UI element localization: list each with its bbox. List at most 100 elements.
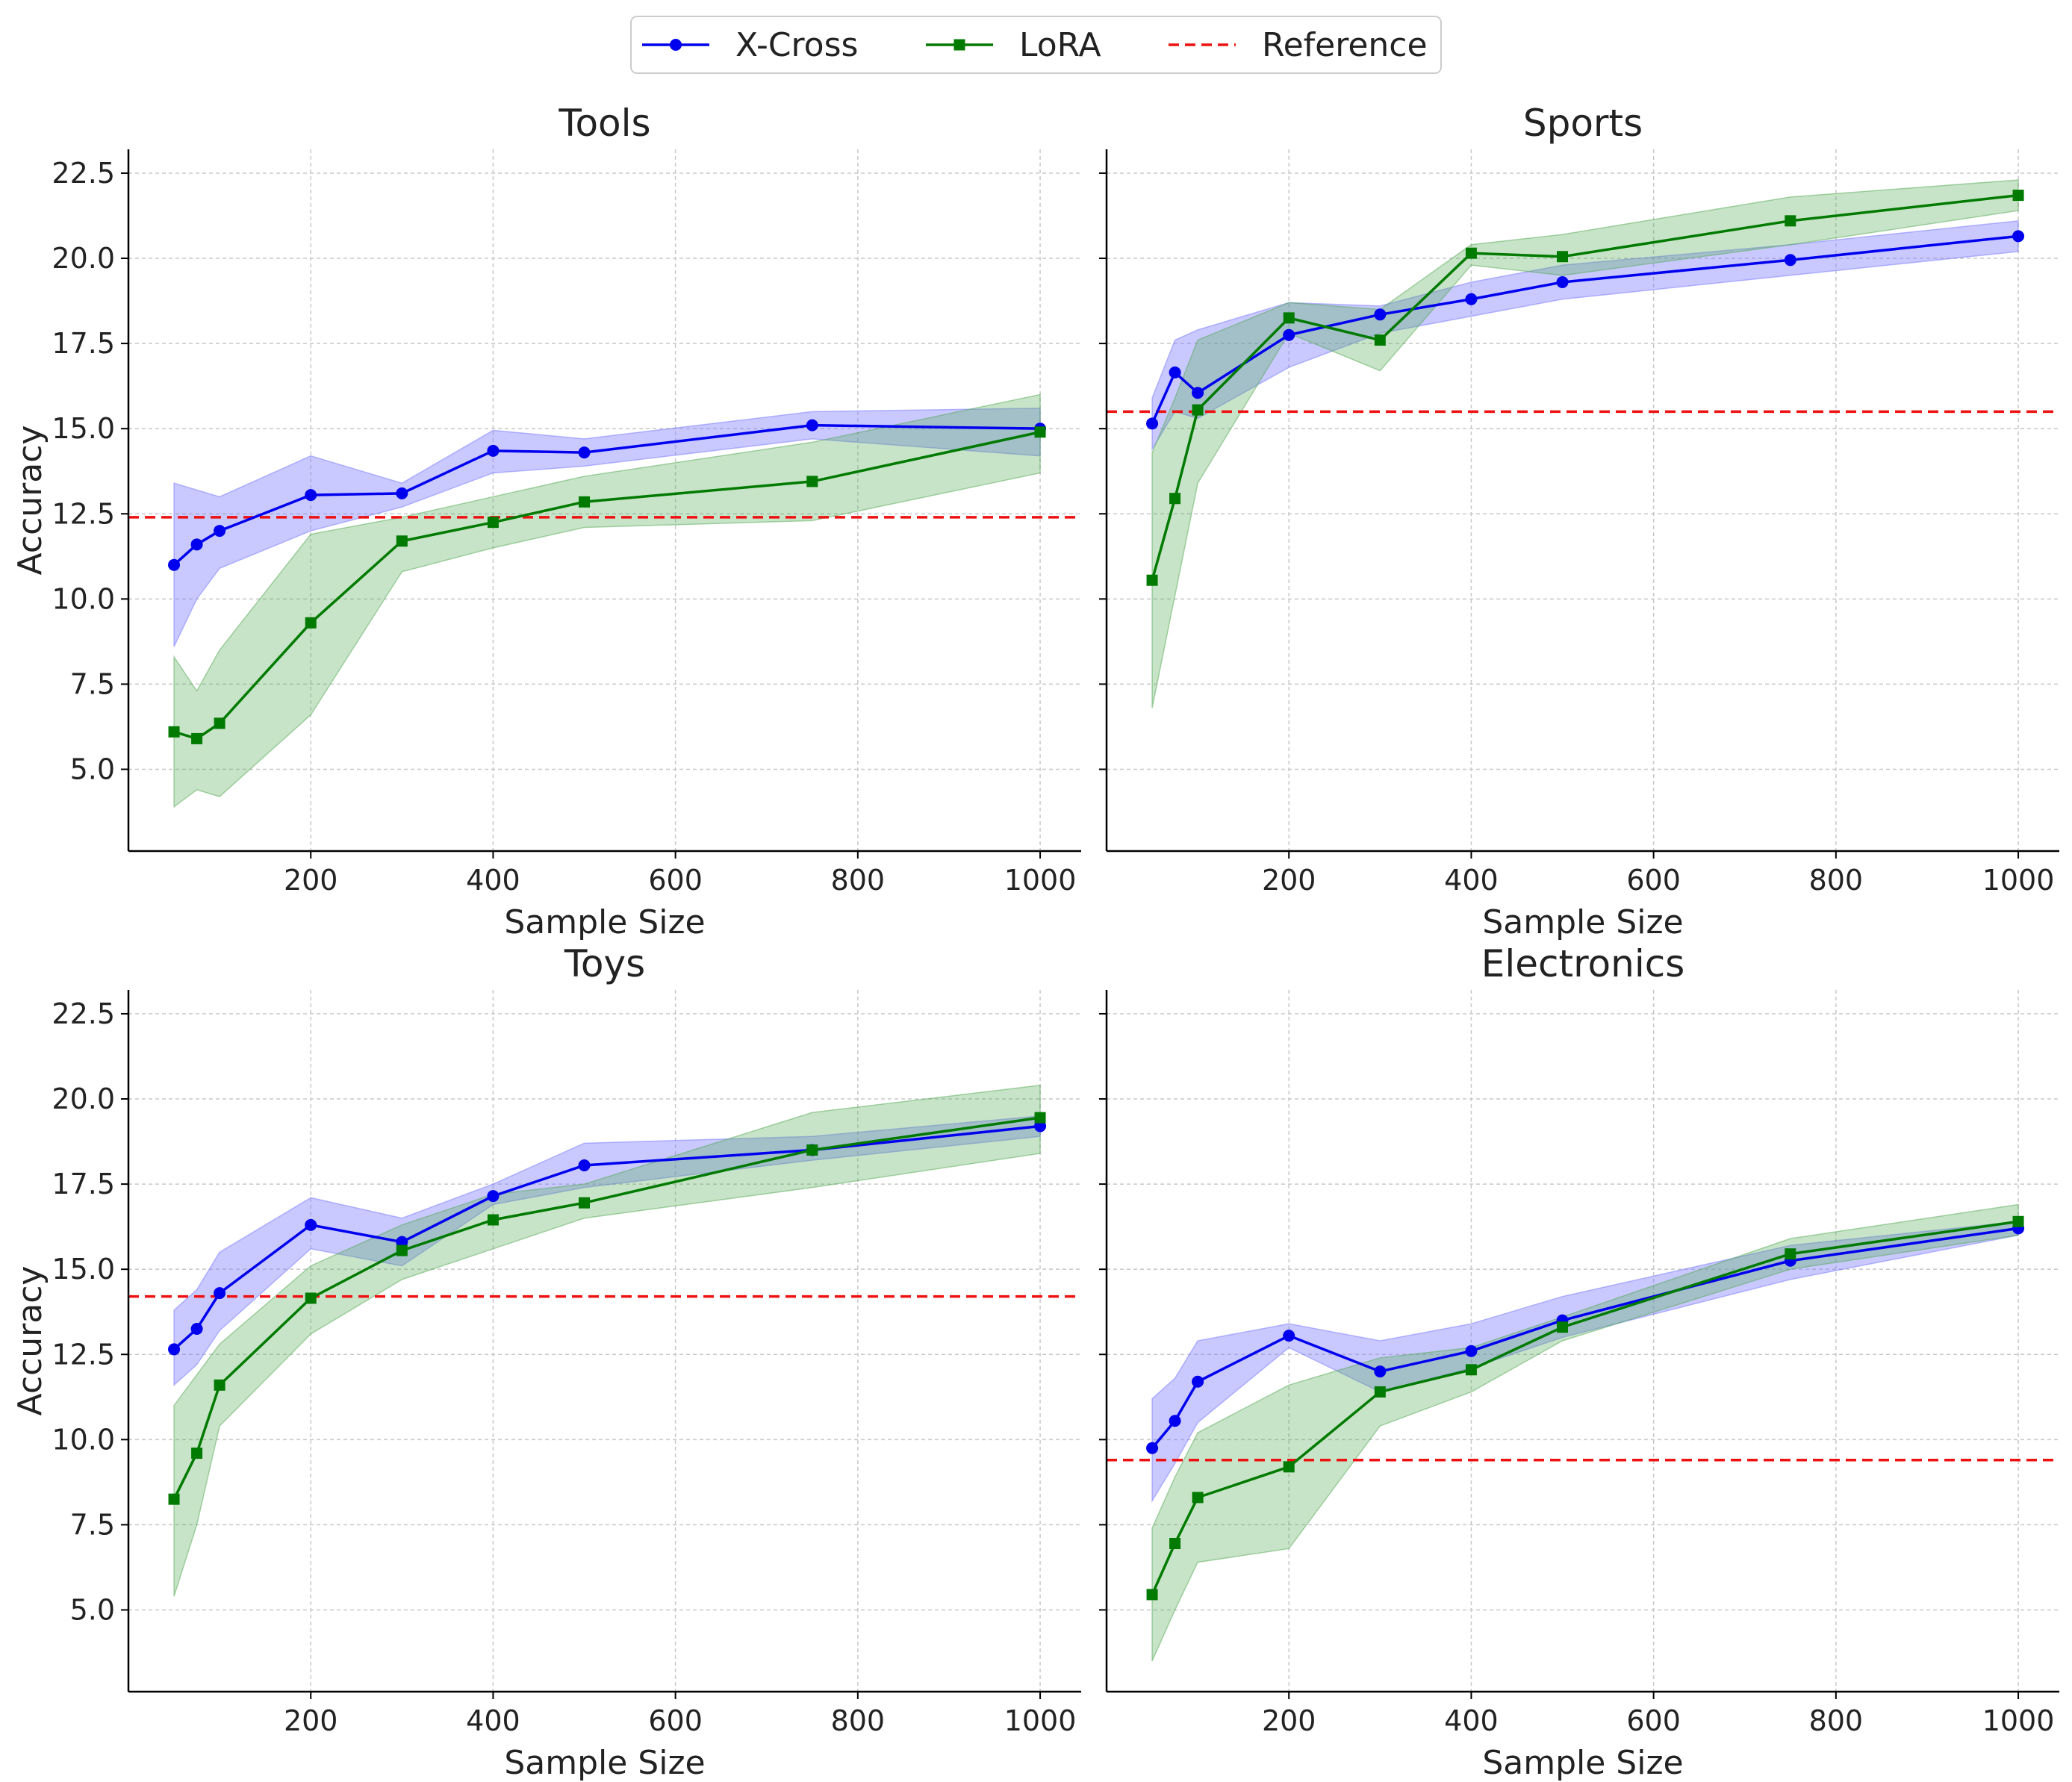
point-xcross (1169, 1415, 1181, 1427)
panel-title: Toys (564, 942, 645, 985)
point-lora (806, 1144, 818, 1156)
point-lora (2012, 1215, 2024, 1227)
point-lora (214, 717, 225, 729)
x-tick-label: 800 (831, 1704, 886, 1737)
point-lora (579, 1197, 591, 1209)
point-lora (1785, 215, 1796, 227)
y-tick-label: 5.0 (70, 753, 115, 785)
point-lora (1374, 1386, 1386, 1398)
x-tick-label: 600 (1626, 1704, 1681, 1737)
x-tick-label: 800 (1809, 1704, 1864, 1737)
band-lora (173, 393, 1041, 809)
legend-box (630, 16, 1442, 74)
y-tick-label: 5.0 (70, 1593, 115, 1626)
y-tick-label: 15.0 (52, 1253, 115, 1286)
point-lora (579, 496, 591, 508)
point-xcross (1283, 1330, 1295, 1342)
point-xcross (190, 538, 203, 551)
y-tick-label: 7.5 (70, 667, 115, 700)
x-axis-label: Sample Size (1482, 903, 1683, 941)
y-tick-label: 12.5 (52, 497, 115, 530)
x-tick-label: 600 (1626, 864, 1681, 897)
point-lora (396, 1244, 408, 1256)
point-xcross (2012, 230, 2025, 243)
point-xcross (578, 1159, 591, 1171)
panel-title: Electronics (1481, 942, 1685, 985)
point-xcross (1192, 1375, 1204, 1388)
point-lora (396, 535, 408, 547)
point-lora (1169, 493, 1181, 505)
x-tick-label: 400 (466, 864, 520, 897)
point-lora (191, 732, 203, 744)
x-axis-label: Sample Size (1482, 1744, 1683, 1782)
point-xcross (487, 444, 500, 457)
point-lora (1034, 1112, 1046, 1124)
y-tick-label: 22.5 (52, 997, 115, 1030)
y-axis-label: Accuracy (11, 426, 49, 576)
y-tick-label: 10.0 (52, 1423, 115, 1456)
y-tick-label: 15.0 (52, 412, 115, 445)
point-xcross (190, 1323, 203, 1336)
point-xcross (1169, 366, 1181, 378)
point-xcross (1146, 1442, 1159, 1454)
point-lora (1785, 1248, 1796, 1260)
x-tick-label: 200 (284, 864, 338, 897)
x-tick-label: 800 (1809, 864, 1864, 897)
panel-title: Tools (558, 102, 650, 145)
legend-entry-lora: LoRA (926, 26, 1101, 64)
point-xcross (1192, 387, 1204, 399)
point-lora (1283, 312, 1295, 324)
y-tick-label: 17.5 (52, 1168, 115, 1200)
point-xcross (1146, 417, 1159, 430)
point-xcross (1556, 275, 1569, 288)
point-lora (1169, 1538, 1181, 1550)
point-xcross (1283, 328, 1295, 341)
y-tick-label: 17.5 (52, 327, 115, 360)
point-xcross (1465, 293, 1478, 305)
legend-marker (670, 39, 682, 51)
point-lora (1034, 426, 1046, 438)
point-lora (1465, 247, 1477, 259)
y-tick-label: 7.5 (70, 1508, 115, 1541)
x-tick-label: 200 (1262, 1704, 1316, 1737)
x-axis-label: Sample Size (504, 1744, 705, 1782)
panel-tools: 200 400 600 800 1000 5.0 7.5 10.0 12.5 15.0 17.5 20… (11, 102, 1081, 941)
point-xcross (168, 1343, 181, 1356)
legend-entry-reference: Reference (1169, 26, 1428, 64)
point-lora (2012, 190, 2024, 202)
legend-label: Reference (1262, 26, 1428, 64)
point-xcross (305, 1218, 317, 1231)
x-tick-label: 1000 (1004, 1704, 1077, 1737)
point-lora (214, 1379, 225, 1391)
point-lora (1146, 1589, 1158, 1601)
point-xcross (396, 487, 408, 499)
panels: 200 400 600 800 1000 5.0 7.5 10.0 12.5 15.0 17.5 20… (11, 102, 2059, 1782)
legend: X-Cross LoRA Reference (630, 16, 1442, 74)
panel-electronics: 200 400 600 800 1000 Sample Size Electronics (1099, 942, 2059, 1782)
panel-sports: 200 400 600 800 1000 Sample Size Sports (1099, 102, 2059, 941)
x-tick-label: 200 (1262, 864, 1316, 897)
x-tick-label: 200 (284, 1704, 338, 1737)
legend-label: X-Cross (735, 26, 858, 64)
point-lora (1465, 1364, 1477, 1376)
panel-title: Sports (1523, 102, 1643, 145)
point-lora (168, 1493, 180, 1505)
legend-entry-x-cross: X-Cross (642, 26, 858, 64)
point-xcross (806, 419, 818, 432)
point-xcross (1465, 1345, 1478, 1357)
point-xcross (1784, 254, 1796, 267)
point-xcross (305, 489, 317, 502)
x-tick-label: 1000 (1004, 864, 1077, 897)
y-tick-label: 12.5 (52, 1338, 115, 1371)
point-lora (1146, 574, 1158, 586)
y-tick-label: 10.0 (52, 582, 115, 615)
point-lora (1557, 251, 1569, 263)
point-lora (1192, 404, 1204, 416)
point-lora (1283, 1461, 1295, 1473)
point-xcross (214, 1287, 226, 1300)
band-lora (1151, 1203, 2019, 1662)
x-tick-label: 1000 (1982, 1704, 2055, 1737)
y-tick-label: 22.5 (52, 157, 115, 190)
point-lora (1192, 1492, 1204, 1504)
